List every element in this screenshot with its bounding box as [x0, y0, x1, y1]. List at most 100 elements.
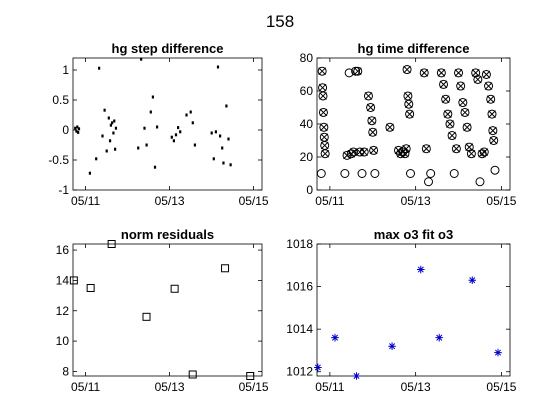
data-point: [419, 68, 429, 78]
data-point: [353, 66, 363, 76]
data-point: [353, 67, 362, 76]
data-point: [140, 57, 143, 61]
chart-title: norm residuals: [121, 227, 214, 242]
data-point: [436, 68, 446, 78]
data-point: [475, 177, 485, 187]
data-point: [95, 157, 98, 161]
chart-title: hg step difference: [112, 41, 224, 56]
data-point: [488, 126, 498, 136]
data-point: [319, 122, 329, 132]
data-point: [465, 143, 474, 151]
data-point: [449, 169, 459, 178]
data-point: [179, 130, 182, 134]
data-point: [463, 123, 471, 132]
data-point: [108, 139, 112, 143]
data-point: [403, 65, 411, 74]
data-point: [219, 134, 222, 138]
data-point: [86, 284, 95, 292]
data-point: [439, 79, 449, 89]
data-point: [191, 121, 194, 125]
data-point: [487, 109, 497, 119]
data-point: [103, 108, 106, 112]
data-point: [488, 126, 497, 135]
data-point: [319, 92, 327, 100]
data-point: [386, 123, 394, 132]
data-point: [401, 149, 409, 158]
data-point: [360, 148, 369, 156]
data-series: [314, 265, 502, 380]
data-point: [468, 276, 477, 284]
data-point: [458, 98, 467, 107]
data-point: [366, 103, 375, 112]
data-point: [320, 133, 329, 142]
data-point: [193, 143, 196, 147]
data-point: [227, 137, 230, 141]
data-point: [113, 119, 116, 123]
data-series: [69, 240, 255, 380]
data-point: [101, 134, 104, 138]
y-tick-label: 1: [62, 63, 69, 77]
x-tick-label: 05/11: [315, 380, 344, 394]
data-point: [142, 312, 151, 321]
x-tick-label: 05/15: [239, 380, 269, 394]
data-point: [143, 126, 146, 130]
y-tick-label: 1016: [286, 280, 313, 294]
data-point: [105, 149, 108, 153]
data-point: [420, 68, 429, 77]
data-point: [404, 100, 413, 109]
data-point: [369, 146, 378, 155]
data-point: [114, 147, 117, 151]
data-point: [445, 119, 455, 129]
data-point: [185, 113, 188, 117]
data-point: [416, 265, 425, 274]
data-point: [88, 171, 91, 175]
chart-title: hg time difference: [358, 41, 470, 56]
data-point: [441, 95, 450, 104]
y-tick-label: 0.5: [52, 93, 69, 107]
data-point: [229, 163, 232, 167]
data-point: [320, 141, 329, 150]
data-point: [107, 240, 116, 248]
data-point: [484, 81, 494, 91]
data-point: [366, 103, 376, 112]
data-point: [109, 123, 112, 127]
data-point: [424, 177, 434, 187]
x-tick-label: 05/13: [401, 194, 431, 208]
data-point: [482, 70, 491, 79]
data-point: [170, 135, 173, 139]
data-point: [343, 151, 351, 160]
data-point: [443, 110, 452, 118]
data-point: [367, 116, 377, 126]
data-point: [145, 143, 148, 147]
data-point: [174, 133, 178, 137]
data-point: [246, 372, 255, 380]
data-point: [437, 68, 446, 77]
data-point: [388, 342, 396, 350]
data-point: [484, 82, 493, 90]
x-tick-label: 05/13: [155, 380, 185, 394]
data-point: [114, 126, 118, 130]
data-point: [458, 98, 468, 108]
data-point: [321, 149, 330, 158]
data-series: [74, 57, 232, 175]
y-tick-label: 1012: [286, 365, 313, 379]
data-point: [318, 67, 327, 76]
data-point: [112, 131, 115, 135]
x-tick-label: 05/15: [486, 380, 516, 394]
y-tick-label: 14: [56, 273, 70, 287]
x-tick-label: 05/13: [401, 380, 431, 394]
y-tick-label: 12: [56, 304, 70, 318]
data-point: [443, 109, 453, 119]
data-point: [461, 108, 469, 117]
data-point: [214, 130, 217, 134]
data-point: [368, 128, 377, 137]
data-point: [151, 95, 154, 99]
y-tick-label: 8: [62, 364, 69, 378]
data-point: [370, 169, 380, 178]
data-point: [486, 95, 495, 104]
data-point: [405, 109, 415, 119]
data-point: [349, 148, 358, 156]
data-point: [489, 136, 498, 145]
data-point: [489, 136, 499, 145]
